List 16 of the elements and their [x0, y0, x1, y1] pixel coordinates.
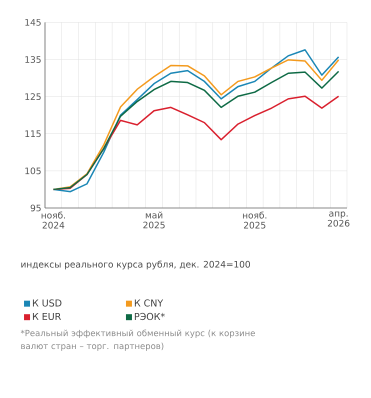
- legend-label: РЭОК*: [134, 312, 165, 320]
- y-tick-label: 95: [30, 204, 41, 212]
- y-tick-label: 125: [25, 93, 41, 100]
- x-tick-label: нояб. 2025: [242, 212, 266, 229]
- x-tick-label: нояб. 2024: [42, 212, 65, 229]
- y-tick-label: 115: [25, 130, 41, 138]
- text: *Реальный эффективный обменный курс (к корзине валют стран – торг. партнеров): [20, 330, 255, 351]
- y-tick-label: 105: [25, 167, 41, 174]
- legend-label: К USD: [32, 299, 62, 307]
- y-tick-label: 135: [25, 56, 41, 63]
- y-tick-label: 145: [25, 19, 41, 26]
- text: индексы реального курса рубля, дек. 2024=100: [21, 260, 250, 270]
- legend-label: К EUR: [32, 312, 61, 320]
- x-tick-label: май 2025: [143, 212, 165, 228]
- legend-label: К CNY: [134, 299, 164, 307]
- x-tick-label: апр. 2026: [328, 212, 350, 227]
